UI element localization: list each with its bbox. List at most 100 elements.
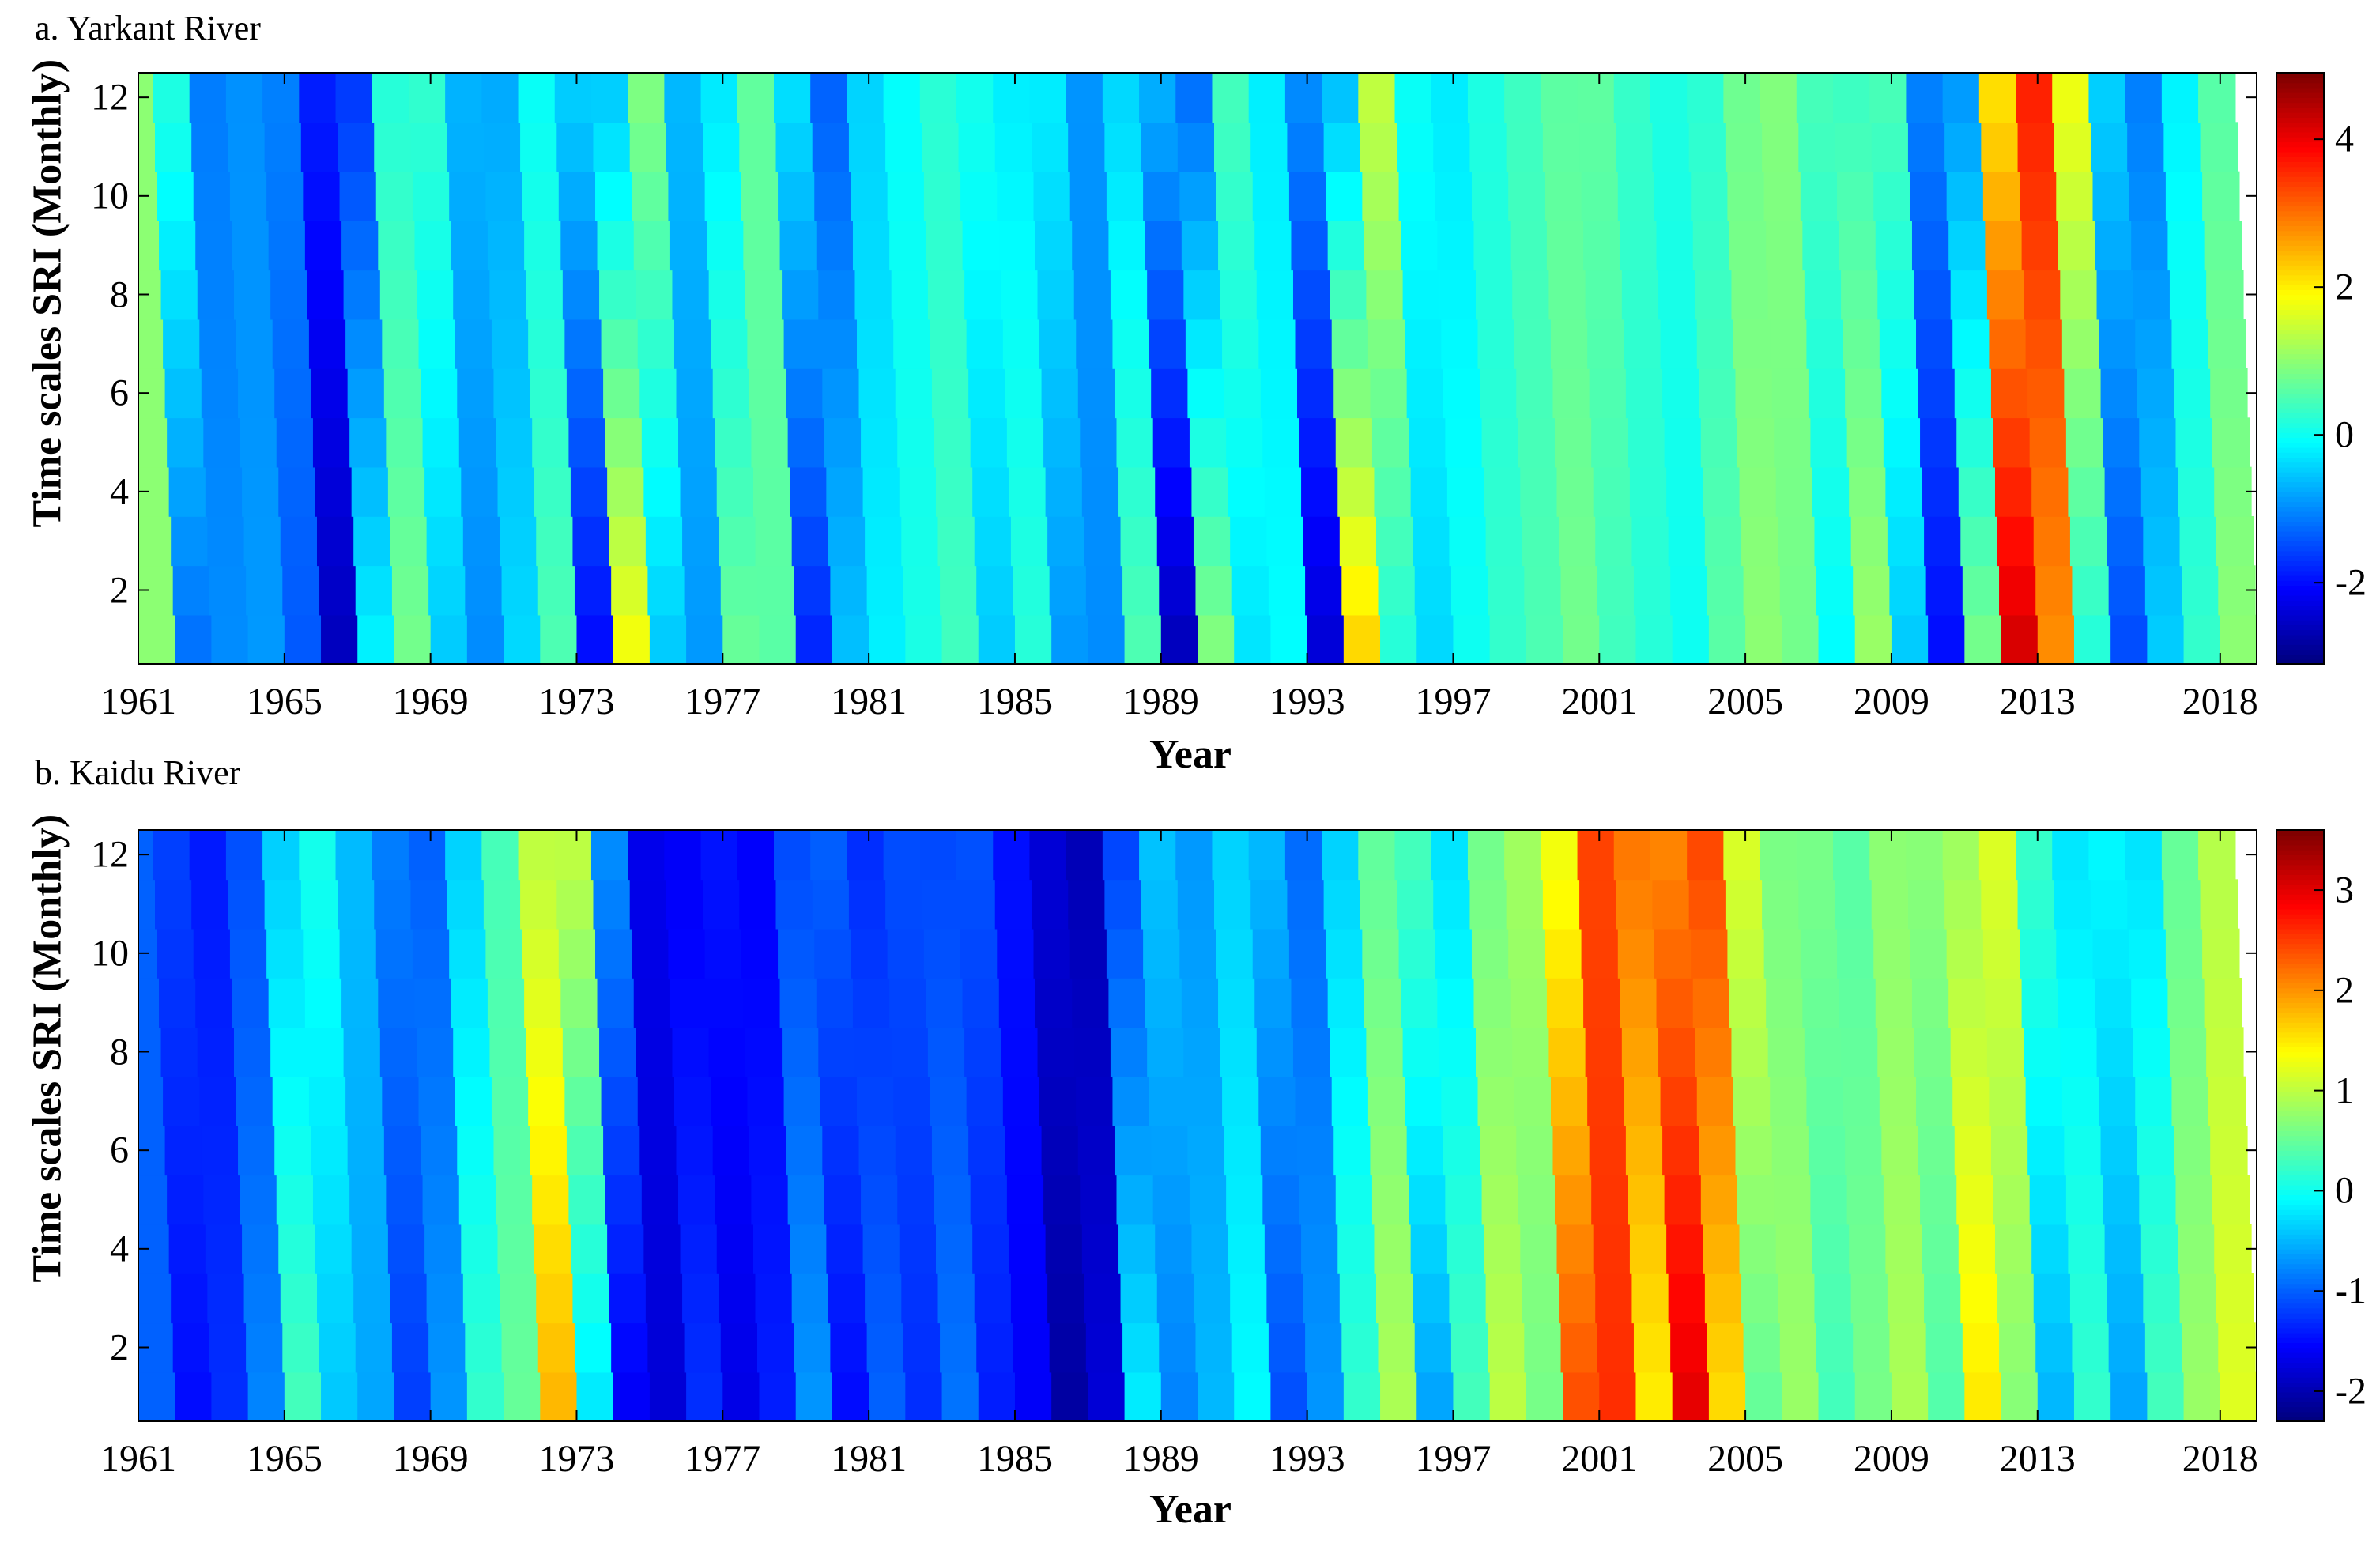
colorbar-segment (2276, 259, 2324, 266)
heatmap-cell (1916, 319, 1954, 369)
heatmap-cell (812, 122, 851, 172)
heatmap-cell (637, 319, 676, 369)
heatmap-cell (1305, 565, 1343, 616)
heatmap-cell (1804, 270, 1843, 320)
heatmap-cell (1085, 565, 1124, 616)
colorbar-segment (2276, 221, 2324, 227)
heatmap-cell (2167, 221, 2205, 271)
colorbar-tick-label: 0 (2335, 413, 2354, 456)
heatmap-cell (1374, 466, 1412, 517)
heatmap-cell (1925, 565, 1964, 616)
y-tick-label: 4 (110, 470, 129, 513)
heatmap-cell (1231, 565, 1270, 616)
heatmap-cell (1439, 270, 1477, 320)
heatmap-cell (264, 122, 303, 172)
heatmap-cell (1743, 565, 1781, 616)
heatmap-cell (1252, 171, 1291, 221)
heatmap-cell (1599, 614, 1637, 664)
heatmap-cell (2183, 614, 2221, 664)
heatmap-cell (1195, 565, 1233, 616)
heatmap-cell (1873, 171, 1911, 221)
heatmap-cell (2103, 417, 2140, 468)
heatmap-cell (1260, 368, 1299, 419)
heatmap-cell (891, 270, 930, 320)
heatmap-cell (1047, 516, 1085, 567)
heatmap-cell (1808, 368, 1846, 419)
heatmap-cell (745, 270, 783, 320)
heatmap-cell (786, 368, 824, 419)
heatmap-cell (163, 319, 201, 369)
heatmap-cell (636, 270, 673, 320)
heatmap-cell (209, 565, 247, 616)
colorbar-segment (2276, 654, 2324, 660)
heatmap-cell (1183, 270, 1221, 320)
colorbar-segment (2276, 634, 2324, 640)
heatmap-cell (1288, 171, 1327, 221)
heatmap-cell (818, 270, 856, 320)
heatmap-cell (1480, 368, 1518, 419)
heatmap-cell (1187, 368, 1225, 419)
heatmap-cell (854, 270, 892, 320)
colorbar-segment (2276, 658, 2324, 665)
heatmap-cell (607, 466, 645, 517)
heatmap-cell (1763, 171, 1802, 221)
heatmap-cell (414, 221, 452, 271)
colorbar-segment (2276, 393, 2324, 399)
heatmap-cell (752, 466, 791, 517)
heatmap-cell (138, 516, 172, 567)
heatmap-cell (1160, 614, 1199, 664)
colorbar-tick-label: 1 (2335, 1070, 2354, 1112)
heatmap-cell (168, 466, 207, 517)
colorbar-segment (2276, 417, 2324, 424)
heatmap-cell (247, 614, 286, 664)
heatmap-cell (2169, 270, 2208, 320)
heatmap-cell (421, 368, 458, 419)
heatmap-cell (2161, 73, 2200, 123)
heatmap-cell (1469, 122, 1507, 172)
heatmap-cell (1106, 171, 1145, 221)
heatmap-cell (1299, 417, 1337, 468)
heatmap-cell (1431, 73, 1469, 123)
heatmap-cell (1410, 466, 1449, 517)
colorbar-segment (2276, 107, 2324, 113)
heatmap-cell (1033, 171, 1071, 221)
heatmap-cell (299, 73, 337, 123)
heatmap-cell (532, 417, 570, 468)
heatmap-cell (1692, 221, 1731, 271)
heatmap-cell (197, 270, 236, 320)
y-tick-label: 12 (91, 833, 129, 876)
heatmap-cell (159, 221, 197, 271)
heatmap-cell (1587, 319, 1625, 369)
colorbar-segment (2276, 402, 2324, 409)
colorbar-segment (2276, 387, 2324, 394)
heatmap-cell (1691, 171, 1729, 221)
colorbar-segment (2276, 407, 2324, 413)
heatmap-cell (2001, 614, 2039, 664)
y-tick-label: 8 (110, 274, 129, 315)
heatmap-cell (1156, 516, 1195, 567)
heatmap-cell (504, 614, 541, 664)
colorbar-segment (2276, 585, 2324, 591)
heatmap-cell (2179, 516, 2217, 567)
heatmap-cell (485, 171, 523, 221)
heatmap-cell (1597, 565, 1635, 616)
heatmap-cell (1284, 73, 1323, 123)
heatmap-cell (1335, 417, 1374, 468)
colorbar-segment (2276, 373, 2324, 379)
heatmap-cell (1729, 221, 1767, 271)
heatmap-cell (1077, 368, 1116, 419)
colorbar-segment (2276, 186, 2324, 192)
heatmap-cell (175, 614, 213, 664)
colorbar-segment (2276, 605, 2324, 611)
colorbar-segment (2276, 349, 2324, 355)
heatmap-cell (167, 417, 205, 468)
colorbar-segment (2276, 323, 2324, 330)
heatmap-cell (1816, 565, 1854, 616)
heatmap-cell (720, 565, 759, 616)
heatmap-cell (1406, 368, 1445, 419)
x-tick-label: 1965 (246, 681, 322, 722)
heatmap-cell (1076, 319, 1114, 369)
heatmap-cell (759, 614, 797, 664)
heatmap-cell (609, 516, 647, 567)
